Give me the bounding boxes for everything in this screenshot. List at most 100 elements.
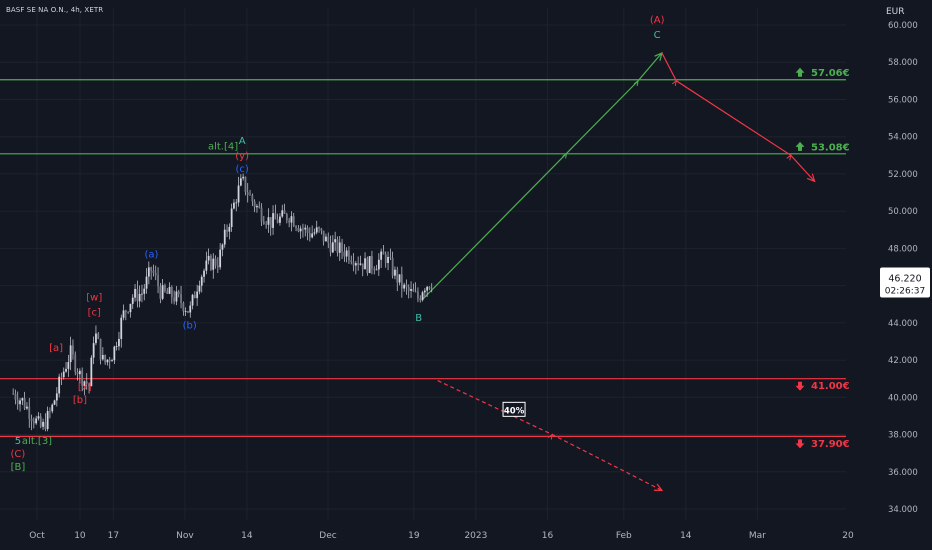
bar-countdown: 02:26:37: [885, 287, 925, 297]
candle-body: [187, 311, 189, 313]
wave-label: 5: [15, 436, 21, 447]
candle-body: [237, 185, 240, 203]
candle-body: [357, 263, 360, 265]
candle-body: [23, 398, 26, 409]
candle-body: [338, 242, 341, 253]
chart-grid: [0, 8, 849, 520]
candle-body: [348, 250, 350, 261]
candle-body: [272, 213, 274, 228]
y-tick-label: 40.000: [888, 393, 918, 403]
y-tick-label: 52.000: [888, 170, 918, 180]
candle-body: [281, 210, 284, 217]
candle-body: [180, 294, 182, 303]
price-axis: EUR 34.000 36.000 38.000 40.000 42.000 44.000 4…: [846, 0, 932, 550]
candle-body: [205, 260, 208, 271]
projection-tick: [786, 154, 792, 161]
candle-body: [297, 228, 300, 232]
candle-body: [37, 416, 40, 419]
candle-body: [352, 262, 355, 266]
candle-body: [221, 244, 224, 250]
candle-body: [74, 354, 77, 372]
candle-body: [267, 217, 270, 225]
candle-body: [228, 226, 231, 232]
candle-body: [405, 284, 408, 288]
candle-body: [104, 354, 107, 363]
candle-body: [95, 333, 97, 344]
candle-body: [147, 267, 150, 277]
candle-body: [375, 269, 378, 271]
candle-body: [327, 236, 330, 243]
candle-body: [182, 302, 185, 312]
candle-body: [318, 227, 320, 229]
candle-body: [394, 269, 396, 276]
candle-body: [290, 216, 293, 223]
candle-body: [193, 294, 196, 299]
candle-body: [67, 362, 70, 369]
candle-body: [233, 202, 235, 209]
candle-body: [384, 254, 387, 263]
candle-body: [262, 221, 265, 224]
candle-body: [322, 230, 325, 242]
candle-body: [274, 213, 277, 220]
candle-body: [76, 371, 79, 375]
candle-body: [143, 288, 146, 294]
candle-body: [161, 285, 164, 299]
wave-label: [w]: [86, 293, 102, 304]
candle-body: [101, 354, 104, 360]
arrow-up-icon: [795, 141, 805, 151]
candle-body: [410, 289, 412, 291]
candle-body: [136, 288, 139, 302]
candle-body: [329, 242, 332, 253]
wave-label: A: [239, 136, 246, 147]
candle-body: [387, 256, 389, 263]
x-tick-label: 19: [408, 531, 420, 541]
y-tick-label: 36.000: [888, 468, 918, 478]
candle-body: [72, 345, 74, 355]
projection-path: [422, 52, 663, 300]
candle-body: [265, 223, 268, 225]
wave-label: [B]: [11, 462, 26, 473]
candle-body: [115, 346, 118, 348]
x-tick-label: Feb: [616, 531, 632, 541]
candle-body: [249, 194, 251, 196]
candle-body: [88, 383, 90, 387]
projection-lines: [422, 51, 816, 492]
candle-body: [368, 256, 371, 273]
candle-body: [223, 229, 226, 245]
candle-body: [371, 256, 373, 269]
candle-body: [230, 208, 233, 227]
candle-body: [398, 274, 401, 283]
y-tick-label: 50.000: [888, 207, 918, 217]
candle-body: [196, 291, 199, 299]
candle-body: [311, 233, 314, 238]
candle-body: [216, 265, 219, 268]
candle-body: [219, 249, 222, 268]
wave-label: [b]: [73, 395, 87, 406]
wave-label: (c): [235, 164, 248, 175]
level-label: 37.90€: [811, 439, 850, 450]
candle-body: [244, 176, 247, 193]
candle-body: [336, 239, 339, 253]
wave-label: (b): [183, 320, 197, 331]
y-tick-label: 56.000: [888, 95, 918, 105]
time-axis-bg: [0, 522, 846, 550]
candle-body: [19, 400, 21, 405]
candle-body: [414, 291, 417, 293]
level-labels: 57.06€ 53.08€ 41.00€ 37.90€: [795, 67, 850, 450]
candle-body: [32, 421, 35, 424]
projection-arrowhead: [806, 173, 816, 183]
candle-body: [200, 276, 203, 286]
current-price: 46.220: [888, 274, 921, 285]
candle-body: [97, 333, 100, 339]
candle-body: [239, 178, 242, 186]
candle-body: [124, 310, 127, 312]
candle-body: [350, 260, 353, 263]
candle-body: [177, 291, 180, 295]
wave-label: C: [654, 30, 661, 41]
candle-body: [26, 406, 28, 409]
candle-body: [173, 297, 176, 302]
candle-body: [253, 201, 256, 208]
candle-body: [428, 286, 431, 289]
candle-body: [417, 291, 419, 299]
